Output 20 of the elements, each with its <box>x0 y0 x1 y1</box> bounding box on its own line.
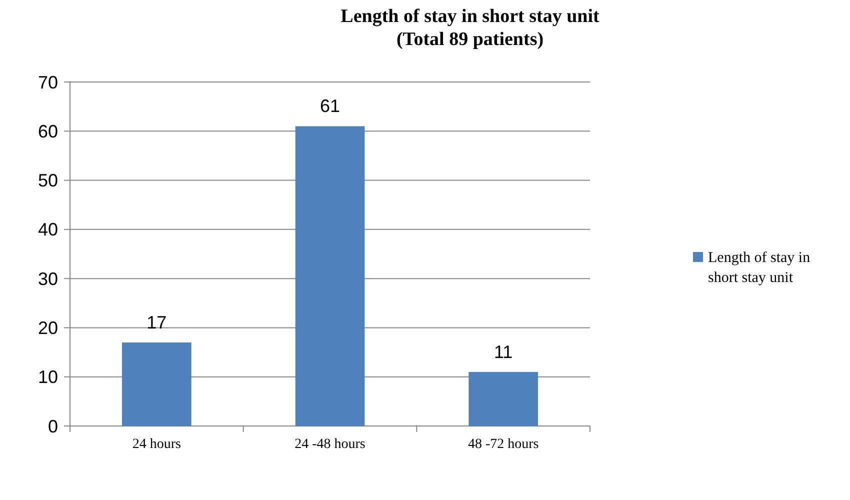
y-tick-label: 60 <box>38 121 58 142</box>
chart-title: Length of stay in short stay unit <box>340 6 600 27</box>
data-label: 11 <box>494 342 513 362</box>
data-label: 17 <box>146 312 167 332</box>
y-tick-label: 20 <box>38 318 58 338</box>
y-tick-label: 0 <box>48 416 58 436</box>
bar <box>295 126 365 426</box>
y-tick-label: 50 <box>38 170 58 191</box>
y-tick-label: 30 <box>38 268 58 289</box>
chart-subtitle: (Total 89 patients) <box>396 29 544 50</box>
y-tick-label: 70 <box>38 72 58 92</box>
legend-label: Length of stay in short stay unit <box>708 250 811 286</box>
bar <box>122 342 192 426</box>
x-tick-label: 24 hours <box>132 437 181 452</box>
data-label: 61 <box>320 96 340 116</box>
x-tick-label: 24 -48 hours <box>294 437 366 452</box>
y-tick-label: 40 <box>38 220 58 240</box>
y-tick-label: 10 <box>38 367 58 388</box>
x-tick-label: 48 -72 hours <box>468 437 539 452</box>
bar <box>468 372 538 426</box>
